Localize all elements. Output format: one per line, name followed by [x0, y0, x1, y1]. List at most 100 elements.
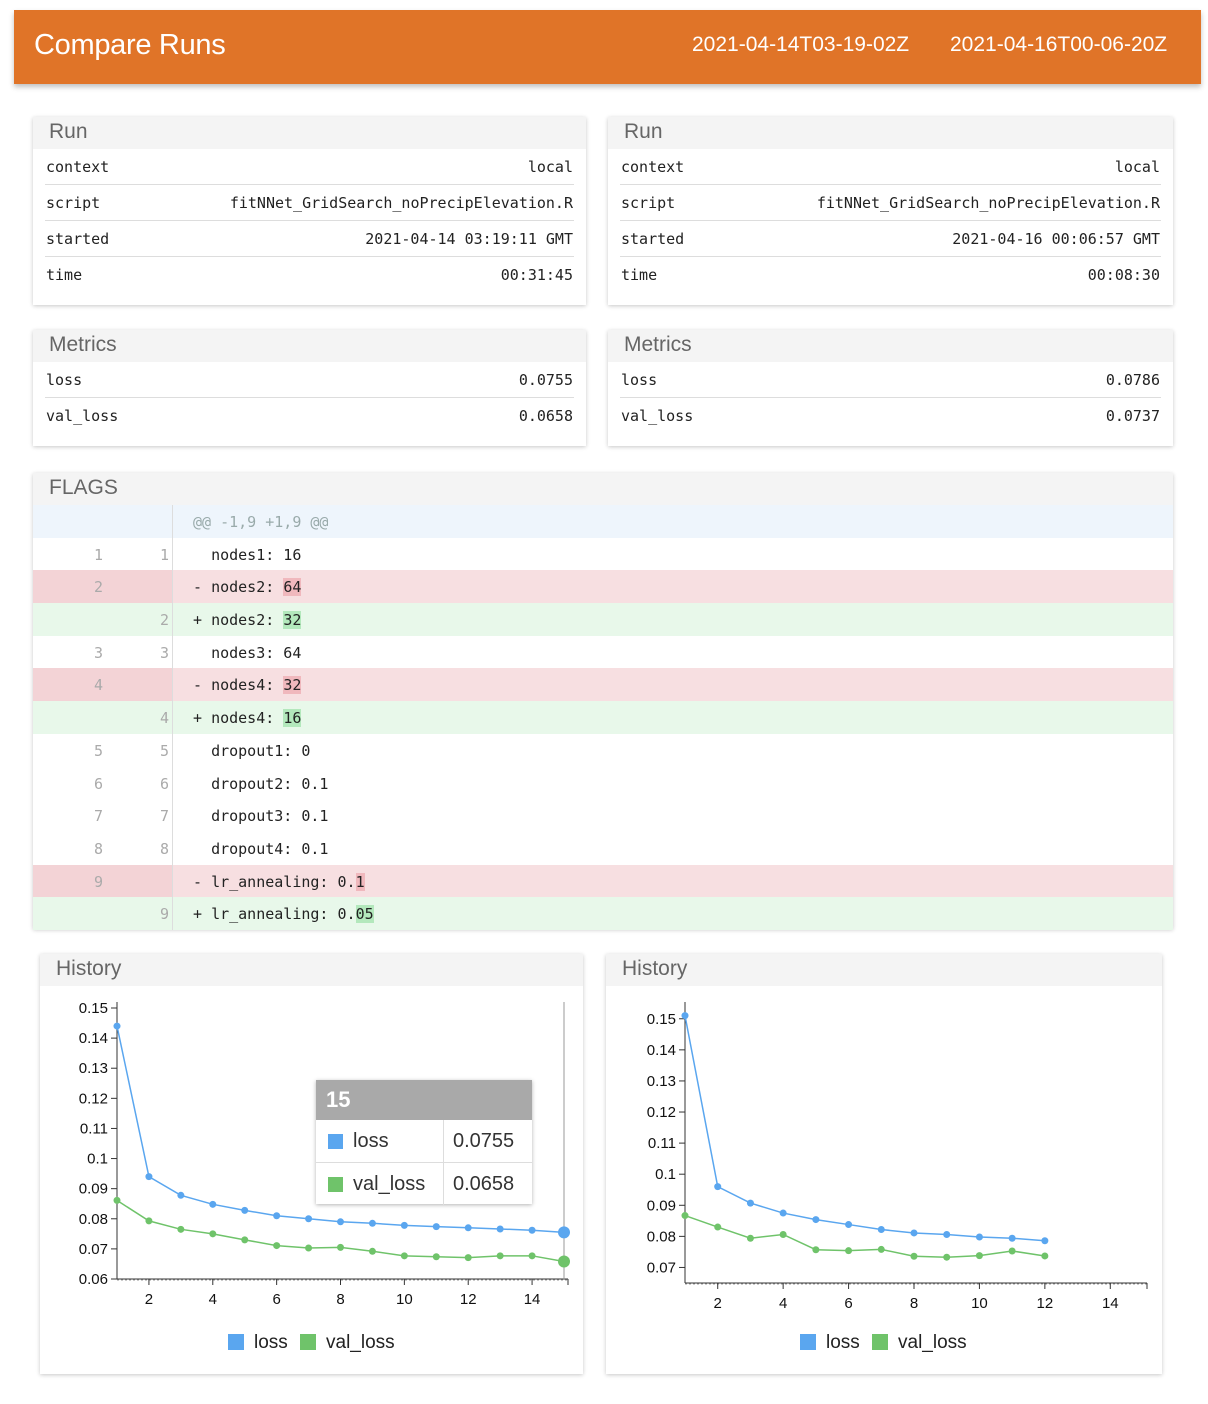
diff-old-line-number: 6: [93, 774, 103, 793]
metrics-b-card: Metrics loss 0.0786 val_loss 0.0737: [608, 330, 1173, 446]
y-tick-label: 0.08: [647, 1228, 676, 1245]
data-point-val-loss: [145, 1217, 153, 1225]
run-b-id[interactable]: 2021-04-16T00-06-20Z: [950, 33, 1168, 56]
diff-changed-value: 16: [283, 709, 302, 728]
tooltip-series: loss: [353, 1130, 389, 1152]
data-point-loss: [845, 1221, 853, 1229]
metrics-b-card-title: Metrics: [608, 330, 1173, 362]
legend-val-loss-swatch: [872, 1334, 888, 1350]
history-a-card-title: History: [40, 954, 583, 986]
row-key: started: [46, 230, 110, 248]
run-b-row-time: time 00:08:30: [620, 257, 1161, 292]
legend-val-loss-label: val_loss: [326, 1332, 395, 1353]
run-a-row-time: time 00:31:45: [45, 257, 574, 292]
y-tick-label: 0.11: [648, 1135, 676, 1152]
diff-text: nodes4:: [211, 676, 284, 695]
data-point-val-loss: [845, 1247, 853, 1255]
data-point-val-loss: [943, 1253, 951, 1261]
diff-code: + lr_annealing: 0.05: [193, 905, 374, 924]
y-tick-label: 0.15: [647, 1011, 676, 1028]
diff-line-context: 5 5 dropout1: 0: [33, 733, 1173, 767]
row-value: 2021-04-16 00:06:57 GMT: [952, 230, 1160, 248]
diff-line-added: 9 + lr_annealing: 0.05: [33, 897, 1173, 930]
diff-gutter: [33, 635, 173, 669]
data-point-val-loss: [812, 1246, 820, 1254]
diff-prefix: -: [193, 578, 203, 597]
history-a-chart[interactable]: 0.06 0.07 0.08 0.09 0.1 0.11 0.12 0.13 0.14 0.15 2…: [40, 986, 583, 1374]
row-value: 0.0755: [518, 371, 573, 389]
diff-text: nodes4:: [211, 709, 284, 728]
metric-row-loss: loss 0.0755: [45, 362, 574, 398]
data-point-val-loss: [1041, 1252, 1049, 1260]
run-b-card: Run context local script fitNNet_GridSearc…: [608, 117, 1173, 305]
metrics-a-card-title: Metrics: [33, 330, 586, 362]
diff-changed-value: 1: [355, 872, 365, 891]
data-point-loss: [812, 1216, 820, 1224]
app-header: Compare Runs 2021-04-14T03-19-02Z 2021-0…: [14, 10, 1201, 84]
x-tick-label: 8: [910, 1295, 918, 1312]
diff-prefix: -: [193, 676, 203, 695]
diff-code: dropout2: 0.1: [193, 775, 328, 793]
data-point-loss: [975, 1233, 983, 1241]
diff-text: dropout4: 0.1: [211, 839, 329, 858]
data-point-val-loss: [273, 1242, 281, 1250]
diff-new-line-number: 4: [159, 709, 169, 728]
data-point-val-loss: [877, 1245, 885, 1253]
diff-gutter: [33, 570, 173, 604]
data-point-val-loss: [337, 1243, 344, 1251]
diff-new-line-number: 6: [159, 774, 169, 793]
diff-code: + nodes2: 32: [193, 611, 302, 630]
run-a-id[interactable]: 2021-04-14T03-19-02Z: [692, 33, 910, 56]
legend-loss-label: loss: [254, 1332, 288, 1353]
x-tick-label: 4: [209, 1291, 217, 1308]
history-b-chart[interactable]: 0.07 0.08 0.09 0.1 0.11 0.12 0.13 0.14 0.15 2 4 6 8 1…: [606, 986, 1162, 1374]
tooltip-divider: [443, 1120, 444, 1162]
diff-gutter: [33, 505, 173, 538]
diff-hunk-header: @@ -1,9 +1,9 @@: [33, 505, 1173, 538]
data-point-loss: [714, 1183, 722, 1191]
data-point-loss: [432, 1223, 440, 1231]
data-point-val-loss: [464, 1254, 472, 1262]
data-point-val-loss: [975, 1252, 983, 1260]
history-b-card-title: History: [606, 954, 1162, 986]
y-tick-label: 0.12: [79, 1090, 108, 1107]
data-point-loss: [681, 1012, 689, 1020]
series-line-val-loss: [684, 1214, 1045, 1258]
page-title: Compare Runs: [34, 29, 226, 61]
row-value: 0.0737: [1105, 407, 1160, 425]
row-key: context: [46, 158, 110, 176]
diff-gutter: [33, 831, 173, 865]
y-tick-label: 0.08: [79, 1211, 108, 1228]
y-tick-label: 0.1: [655, 1166, 676, 1183]
data-point-loss: [558, 1226, 570, 1239]
diff-changed-value: 05: [355, 905, 374, 924]
flags-diff: @@ -1,9 +1,9 @@ 1 1 nodes1: 16 2 - nodes2: …: [33, 505, 1173, 930]
metric-row-loss: loss 0.0786: [620, 362, 1161, 398]
diff-gutter: [33, 766, 173, 800]
diff-prefix: +: [193, 611, 203, 630]
diff-code: nodes3: 64: [193, 644, 301, 662]
metric-row-val-loss: val_loss 0.0658: [45, 398, 574, 433]
y-tick-label: 0.07: [79, 1241, 108, 1258]
x-tick-label: 6: [844, 1295, 852, 1312]
data-point-loss: [273, 1212, 281, 1220]
diff-prefix: [193, 840, 202, 858]
diff-line-context: 3 3 nodes3: 64: [33, 635, 1173, 669]
legend-loss-label: loss: [826, 1332, 860, 1353]
history-a-card: History 0.06 0.07 0.08 0.09 0.1 0.11 0.12 0.13 0…: [40, 954, 583, 1374]
x-tick-label: 10: [971, 1295, 988, 1312]
flags-card: FLAGS @@ -1,9 +1,9 @@ 1 1 nodes1: 16 2 - no…: [33, 473, 1173, 930]
loss-swatch-icon: [328, 1134, 343, 1149]
x-tick-label: 2: [145, 1291, 153, 1308]
data-point-loss: [400, 1221, 408, 1229]
data-point-val-loss: [177, 1225, 185, 1233]
data-point-val-loss: [528, 1252, 536, 1260]
row-value: local: [527, 158, 573, 176]
data-point-loss: [1041, 1237, 1049, 1245]
data-point-val-loss: [241, 1236, 249, 1244]
diff-text: dropout1: 0: [211, 741, 311, 760]
data-point-loss: [305, 1215, 313, 1223]
data-point-val-loss: [305, 1244, 313, 1252]
diff-new-line-number: 8: [159, 839, 169, 858]
run-a-card-title: Run: [33, 117, 586, 149]
